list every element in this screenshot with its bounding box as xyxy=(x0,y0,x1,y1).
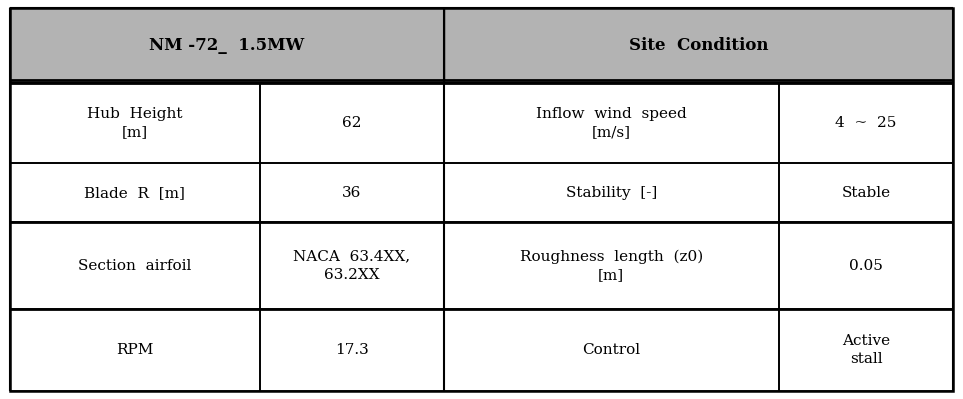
Bar xyxy=(444,309,779,391)
Text: 36: 36 xyxy=(342,186,361,200)
Text: Stability  [-]: Stability [-] xyxy=(565,186,657,200)
Text: 17.3: 17.3 xyxy=(335,343,369,357)
Text: Hub  Height
[m]: Hub Height [m] xyxy=(87,107,182,139)
Bar xyxy=(444,163,779,223)
Bar xyxy=(779,309,953,391)
Text: RPM: RPM xyxy=(116,343,153,357)
Bar xyxy=(444,223,779,309)
Text: Inflow  wind  speed
[m/s]: Inflow wind speed [m/s] xyxy=(535,107,687,139)
Text: Site  Condition: Site Condition xyxy=(629,37,768,54)
Text: NM -72_  1.5MW: NM -72_ 1.5MW xyxy=(149,37,304,54)
Bar xyxy=(260,223,444,309)
Text: 62: 62 xyxy=(342,116,361,130)
Bar xyxy=(779,163,953,223)
Bar xyxy=(779,83,953,163)
Text: 4  ~  25: 4 ~ 25 xyxy=(835,116,897,130)
Bar xyxy=(260,163,444,223)
Bar xyxy=(444,8,953,83)
Bar xyxy=(260,83,444,163)
Text: Roughness  length  (z0)
[m]: Roughness length (z0) [m] xyxy=(520,249,703,282)
Text: Control: Control xyxy=(583,343,640,357)
Bar xyxy=(10,223,260,309)
Bar xyxy=(260,309,444,391)
Bar xyxy=(10,163,260,223)
Text: Section  airfoil: Section airfoil xyxy=(78,259,192,273)
Text: Stable: Stable xyxy=(842,186,891,200)
Text: NACA  63.4XX,
63.2XX: NACA 63.4XX, 63.2XX xyxy=(293,249,410,282)
Bar xyxy=(779,223,953,309)
Bar xyxy=(444,83,779,163)
Text: Active
stall: Active stall xyxy=(842,334,890,366)
Text: 0.05: 0.05 xyxy=(849,259,883,273)
Bar xyxy=(10,309,260,391)
Bar xyxy=(10,83,260,163)
Text: Blade  R  [m]: Blade R [m] xyxy=(84,186,185,200)
Bar xyxy=(10,8,444,83)
